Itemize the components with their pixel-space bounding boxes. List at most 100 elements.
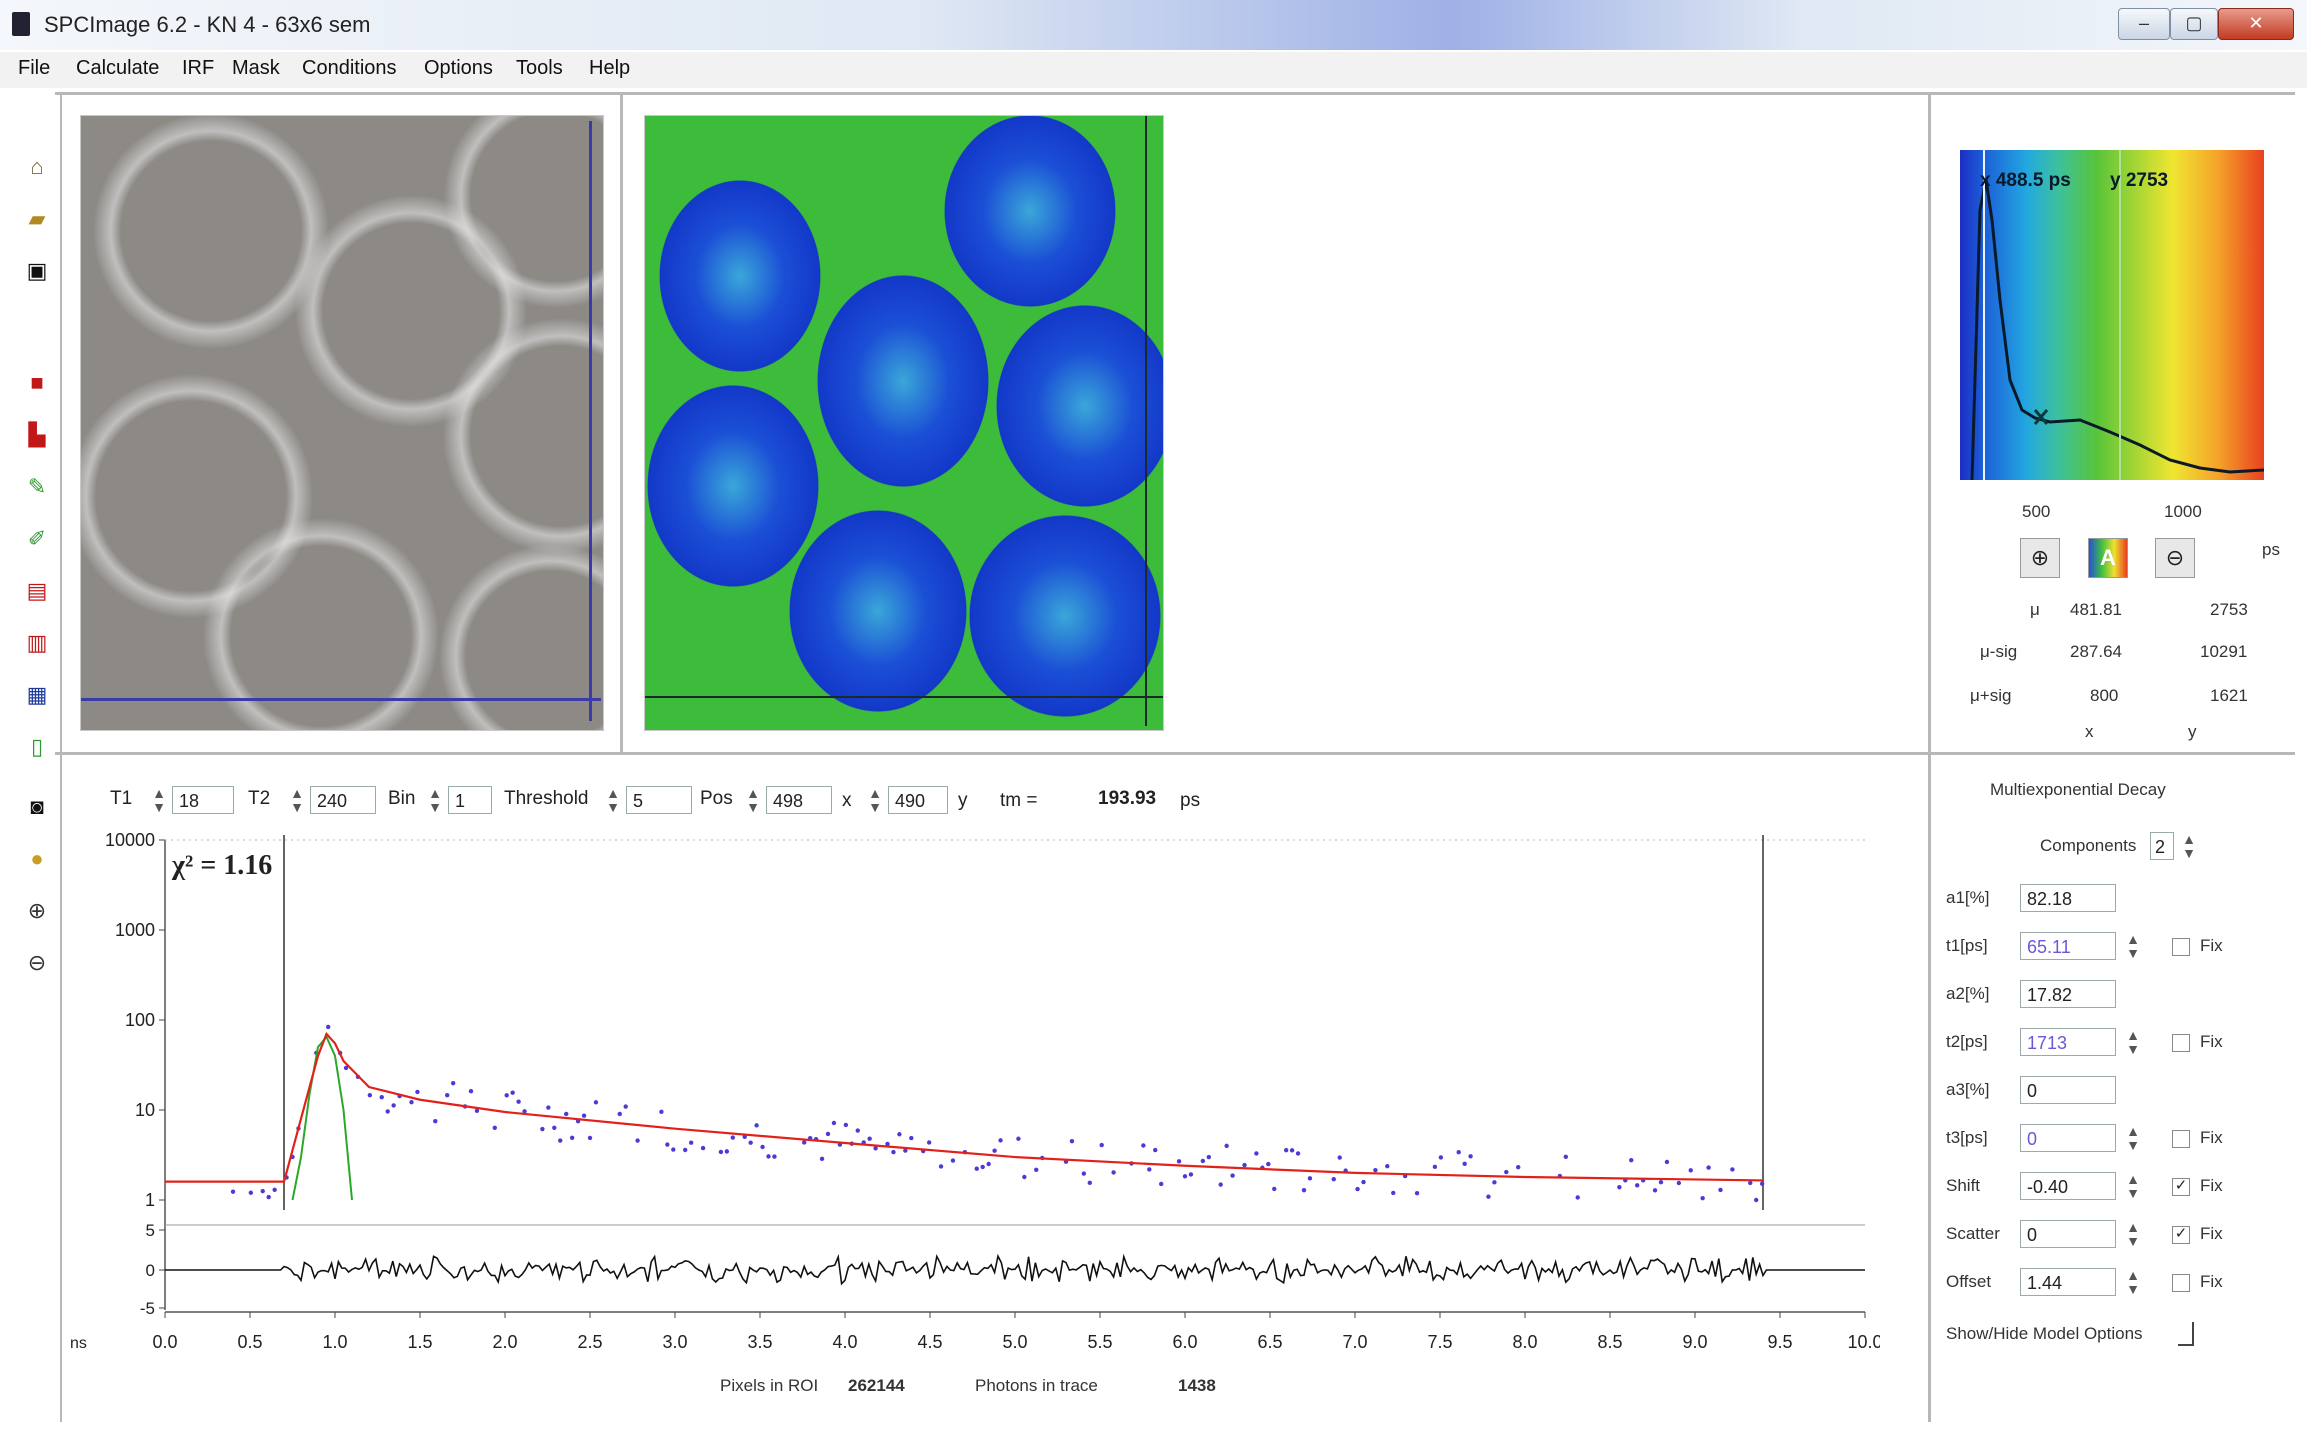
param-spinner[interactable]: ▲ ▼ [2126, 1267, 2140, 1297]
bin-input[interactable]: 1 [448, 786, 492, 814]
components-input[interactable]: 2 [2150, 832, 2174, 860]
fix-label: Fix [2200, 1272, 2223, 1291]
param-input[interactable]: 1713 [2020, 1028, 2116, 1056]
data-point [1022, 1174, 1027, 1180]
data-point [1069, 1139, 1075, 1144]
t2-input[interactable]: 240 [310, 786, 376, 814]
zoom-histogram-out-icon[interactable]: ⊖ [2155, 538, 2195, 578]
fix-checkbox[interactable] [2172, 1130, 2190, 1148]
param-spinner[interactable]: ▲ ▼ [2126, 1171, 2140, 1201]
data-point [504, 1093, 509, 1098]
param-input[interactable]: 17.82 [2020, 980, 2116, 1008]
unlock-icon[interactable]: ▙ [28, 422, 46, 447]
data-point [569, 1135, 575, 1141]
t1-input[interactable]: 18 [172, 786, 234, 814]
cursor-vertical-line[interactable] [589, 121, 592, 721]
stat-label: μ+sig [1970, 686, 2012, 705]
menu-options[interactable]: Options [424, 57, 493, 79]
show-hide-model-options[interactable]: Show/Hide Model Options [1946, 1324, 2143, 1343]
eraser-icon[interactable]: ✐ [27, 526, 47, 551]
histogram-readout-x: x 488.5 ps [1980, 170, 2071, 191]
paste-icon[interactable]: ▤ [26, 578, 48, 603]
pos-y-input[interactable]: 490 [888, 786, 948, 814]
show-hide-toggle[interactable] [2178, 1322, 2194, 1346]
threshold-spinner[interactable]: ▲ ▼ [606, 785, 620, 815]
lifetime-histogram[interactable]: x 488.5 ps y 2753 [1960, 150, 2265, 481]
param-input[interactable]: 0 [2020, 1220, 2116, 1248]
fit-curve [165, 1031, 1764, 1183]
threshold-input[interactable]: 5 [626, 786, 692, 814]
param-input[interactable]: 0 [2020, 1124, 2116, 1152]
auto-scale-icon[interactable]: A [2088, 538, 2128, 578]
intensity-image[interactable] [80, 115, 604, 731]
data-point [855, 1128, 860, 1133]
menu-tools[interactable]: Tools [516, 57, 563, 79]
maximize-button[interactable]: ▢ [2170, 8, 2218, 40]
data-point [1087, 1180, 1093, 1186]
cursor-horizontal-line[interactable] [645, 696, 1163, 698]
components-spinner[interactable]: ▲ ▼ [2182, 831, 2196, 861]
data-point [891, 1149, 896, 1155]
param-input[interactable]: 1.44 [2020, 1268, 2116, 1296]
param-input[interactable]: 82.18 [2020, 884, 2116, 912]
fix-checkbox[interactable]: ✓ [2172, 1178, 2190, 1196]
pos-y-spinner[interactable]: ▲ ▼ [868, 785, 882, 815]
pencil-icon[interactable]: ✎ [27, 474, 47, 499]
menu-calculate[interactable]: Calculate [76, 57, 160, 79]
lock-icon[interactable]: ■ [30, 370, 44, 395]
t1-spinner[interactable]: ▲ ▼ [152, 785, 166, 815]
decay-plot[interactable]: 10000 1000 100 10 1 5 0 -5 0.0 0.5 1.0 1.5 2.0 2.5 3.0… [60, 820, 1880, 1350]
menu-file[interactable]: File [18, 57, 51, 79]
data-point [1754, 1197, 1759, 1203]
menu-conditions[interactable]: Conditions [302, 57, 397, 79]
cursor-horizontal-line[interactable] [81, 698, 601, 701]
menu-irf[interactable]: IRF [182, 57, 215, 79]
param-input[interactable]: -0.40 [2020, 1172, 2116, 1200]
param-spinner[interactable]: ▲ ▼ [2126, 1123, 2140, 1153]
close-button[interactable]: ✕ [2218, 8, 2294, 40]
palette-icon[interactable]: ● [30, 846, 44, 871]
data-point [1224, 1143, 1229, 1149]
param-input[interactable]: 65.11 [2020, 932, 2116, 960]
copy-icon[interactable]: ▥ [26, 630, 48, 655]
data-point [1218, 1182, 1223, 1187]
data-point [623, 1104, 628, 1109]
image-view-icon[interactable]: ▦ [26, 682, 48, 707]
data-point [1664, 1159, 1670, 1165]
data-point [802, 1140, 807, 1145]
t2-spinner[interactable]: ▲ ▼ [290, 785, 304, 815]
fix-checkbox[interactable] [2172, 938, 2190, 956]
data-point [1242, 1162, 1247, 1168]
menu-mask[interactable]: Mask [232, 57, 280, 79]
fix-checkbox[interactable]: ✓ [2172, 1226, 2190, 1244]
cursor-vertical-line[interactable] [1145, 116, 1147, 726]
zoom-out-icon[interactable]: ⊖ [27, 950, 47, 975]
param-spinner[interactable]: ▲ ▼ [2126, 1219, 2140, 1249]
param-spinner[interactable]: ▲ ▼ [2126, 931, 2140, 961]
left-divider [60, 92, 62, 1422]
param-input[interactable]: 0 [2020, 1076, 2116, 1104]
param-spinner[interactable]: ▲ ▼ [2126, 1027, 2140, 1057]
data-point [1373, 1167, 1378, 1173]
minimize-button[interactable]: ‒ [2118, 8, 2170, 40]
data-point [272, 1187, 277, 1192]
zoom-histogram-in-icon[interactable]: ⊕ [2020, 538, 2060, 578]
menu-help[interactable]: Help [589, 57, 631, 79]
photons-in-trace-value: 1438 [1178, 1376, 1216, 1395]
camera-icon[interactable]: ◙ [30, 794, 44, 819]
data-point [1331, 1177, 1336, 1182]
fix-checkbox[interactable] [2172, 1034, 2190, 1052]
pos-x-input[interactable]: 498 [766, 786, 832, 814]
lifetime-image[interactable] [644, 115, 1164, 731]
fix-checkbox[interactable] [2172, 1274, 2190, 1292]
bin-spinner[interactable]: ▲ ▼ [428, 785, 442, 815]
home-icon[interactable]: ⌂ [30, 154, 44, 179]
x-tick-label: 0.5 [237, 1332, 262, 1350]
histogram-icon[interactable]: ▯ [30, 734, 44, 759]
save-icon[interactable]: ▣ [26, 258, 48, 283]
pos-x-spinner[interactable]: ▲ ▼ [746, 785, 760, 815]
x-tick-label: 5.5 [1087, 1332, 1112, 1350]
data-point [1034, 1167, 1039, 1173]
open-folder-icon[interactable]: ▰ [28, 206, 46, 231]
zoom-in-icon[interactable]: ⊕ [27, 898, 47, 923]
